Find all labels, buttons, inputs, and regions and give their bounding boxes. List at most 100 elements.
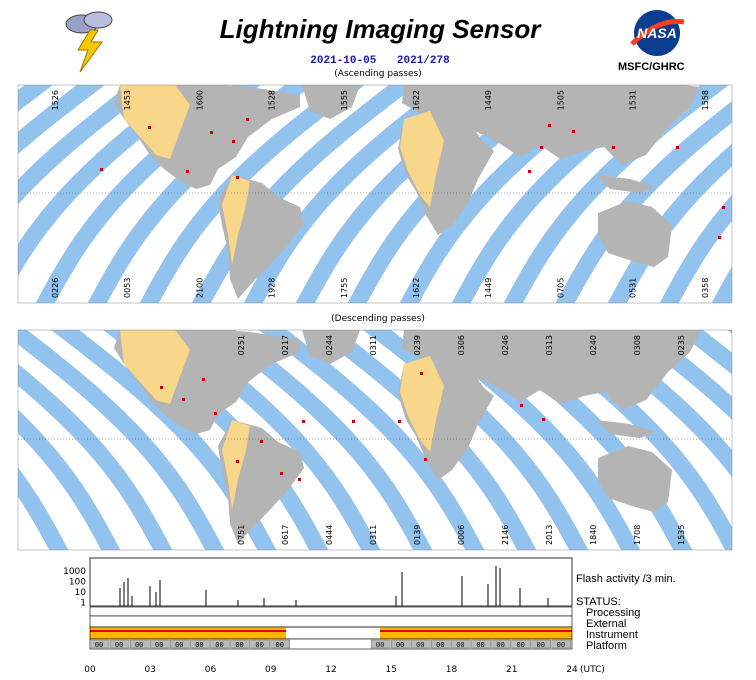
platform-code: 00 [235, 642, 243, 650]
status-external: External [586, 618, 627, 630]
x-tick-label: 03 [145, 665, 156, 675]
pass-time-label: 0239 [413, 335, 422, 355]
flash-dot [100, 168, 103, 171]
pass-time-label: 2013 [545, 525, 554, 545]
platform-code: 00 [255, 642, 263, 650]
x-tick-label: 12 [325, 665, 336, 675]
platform-segment [270, 639, 290, 649]
platform-segment [250, 639, 270, 649]
y-tick-label: 10 [75, 588, 87, 598]
pass-time-label: 0240 [589, 335, 598, 355]
pass-time-label: 1622 [412, 90, 421, 110]
orbit-maps: 1526 1453 1600 1528 1555 1622 1449 1505 1531 1558… [17, 84, 733, 551]
flash-dot [202, 378, 205, 381]
x-tick-label: 18 [446, 665, 458, 675]
pass-time-label: 2146 [501, 525, 510, 545]
flash-dot [548, 124, 551, 127]
pass-time-label: 1755 [340, 278, 349, 298]
platform-code: 00 [436, 642, 444, 650]
flash-dot [540, 146, 543, 149]
y-tick-label: 1 [80, 599, 86, 609]
platform-code: 00 [95, 642, 103, 650]
status-title: STATUS: [576, 596, 621, 608]
flash-dot [246, 118, 249, 121]
flash-dot [236, 176, 239, 179]
flash-dot [260, 440, 263, 443]
platform-code: 00 [496, 642, 504, 650]
platform-segment [109, 639, 130, 649]
flash-dot [352, 420, 355, 423]
pass-time-label: 0217 [281, 335, 290, 355]
pass-time-label: 0531 [629, 278, 638, 298]
date-line: 2021-10-05 2021/278 [290, 55, 470, 67]
x-tick-label: 21 [506, 665, 517, 675]
platform-code: 00 [456, 642, 464, 650]
platform-segment [150, 639, 170, 649]
x-tick-label: 00 [84, 665, 96, 675]
pass-time-label: 1531 [629, 90, 638, 110]
platform-code: 00 [195, 642, 203, 650]
platform-code: 00 [175, 642, 183, 650]
platform-segment [89, 639, 110, 649]
pass-time-label: 1708 [633, 525, 642, 545]
y-tick-label: 100 [69, 578, 86, 588]
pass-time-label: 1526 [51, 90, 60, 110]
flash-dot [398, 420, 401, 423]
flash-dot [424, 458, 427, 461]
pass-time-label: 1600 [195, 90, 204, 110]
platform-segment [170, 639, 190, 649]
pass-time-label: 1449 [484, 90, 493, 110]
pass-time-label: 0246 [501, 335, 510, 355]
flash-dot [236, 460, 239, 463]
pass-time-label: 1453 [123, 90, 132, 110]
x-tick-label: 15 [386, 665, 397, 675]
nasa-logo: NASA [630, 10, 685, 56]
pass-time-label: 1622 [412, 278, 421, 298]
flash-activity-plot [89, 557, 573, 607]
instrument-bar-2 [380, 627, 572, 639]
pass-time-label: 1555 [340, 90, 349, 110]
platform-segment [190, 639, 210, 649]
flash-dot [722, 206, 725, 209]
pass-time-label: 0308 [633, 335, 642, 355]
pass-time-label: 0358 [701, 278, 710, 298]
descending-label: (Descending passes) [331, 314, 425, 324]
platform-code: 00 [376, 642, 384, 650]
flash-dot [676, 146, 679, 149]
lightning-cloud-icon [65, 11, 113, 73]
flash-dot [302, 420, 305, 423]
platform-code: 00 [135, 642, 143, 650]
pass-time-label: 1528 [268, 90, 277, 110]
flash-dot [214, 412, 217, 415]
flash-dot [160, 386, 163, 389]
pass-time-label: 0053 [123, 278, 132, 298]
x-tick-label: 09 [265, 665, 277, 675]
platform-segment [210, 639, 230, 649]
platform-segment [511, 639, 531, 649]
platform-code: 00 [537, 642, 545, 650]
status-instrument: Instrument [586, 629, 638, 641]
flash-dot [298, 478, 301, 481]
pass-time-label: 0226 [51, 278, 60, 298]
flash-dot [232, 140, 235, 143]
pass-time-label: 1558 [701, 90, 710, 110]
pass-time-label: 1449 [484, 278, 493, 298]
pass-time-label: 2100 [195, 278, 204, 298]
org-label: MSFC/GHRC [618, 61, 685, 73]
platform-code: 00 [516, 642, 524, 650]
flash-dot [612, 146, 615, 149]
platform-segment [491, 639, 511, 649]
flash-dot [718, 236, 721, 239]
x-tick-label: 24 [566, 665, 578, 675]
platform-segment [411, 639, 431, 649]
flash-dot [528, 170, 531, 173]
pass-time-label: 0311 [369, 335, 378, 355]
status-platform: Platform [586, 640, 627, 652]
date: 2021-10-05 [310, 55, 377, 67]
platform-code: 00 [557, 642, 565, 650]
platform-code: 00 [396, 642, 404, 650]
flash-activity-label: Flash activity /3 min. [576, 573, 676, 585]
platform-segment [230, 639, 250, 649]
flash-dot [210, 131, 213, 134]
